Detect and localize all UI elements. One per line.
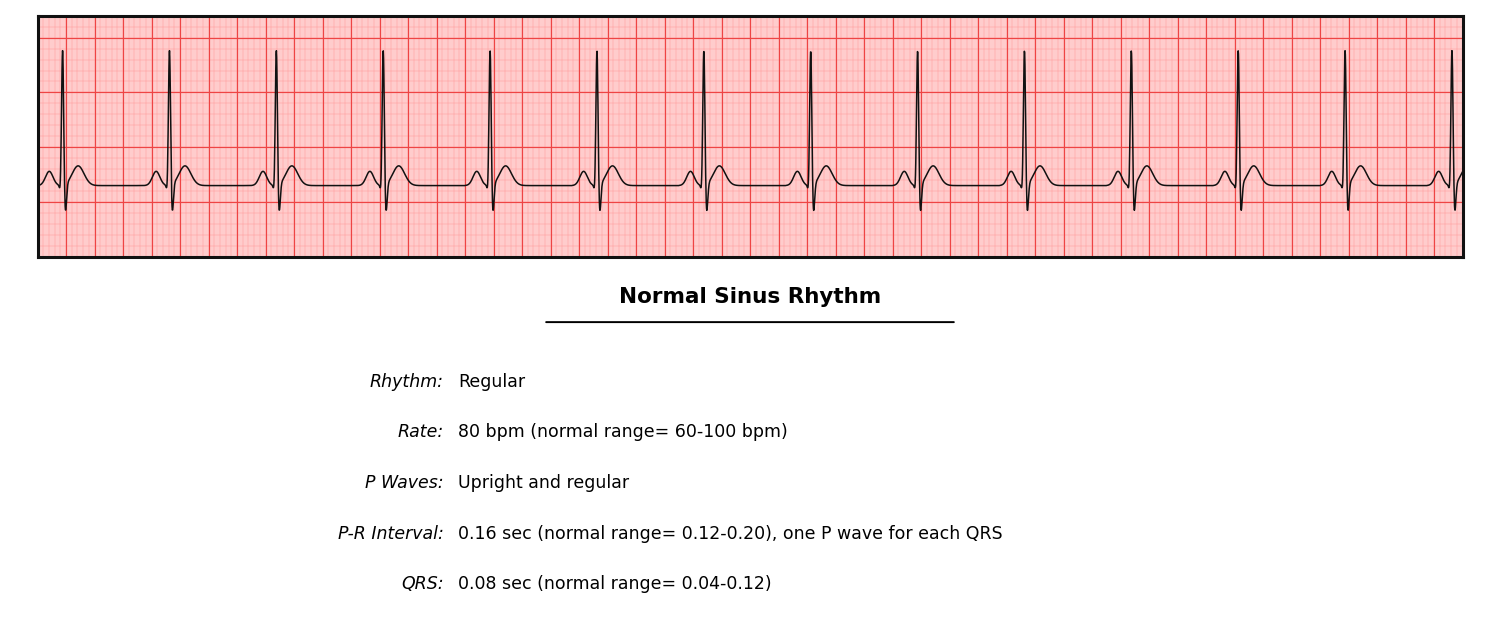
Text: Regular: Regular	[458, 373, 525, 391]
Text: 0.16 sec (normal range= 0.12-0.20), one P wave for each QRS: 0.16 sec (normal range= 0.12-0.20), one …	[458, 525, 1002, 542]
Text: QRS:: QRS:	[400, 575, 444, 593]
Text: Rhythm:: Rhythm:	[369, 373, 444, 391]
Text: Rate:: Rate:	[398, 423, 444, 442]
Text: 0.08 sec (normal range= 0.04-0.12): 0.08 sec (normal range= 0.04-0.12)	[458, 575, 771, 593]
Text: P Waves:: P Waves:	[364, 474, 444, 492]
Text: Normal Sinus Rhythm: Normal Sinus Rhythm	[620, 287, 880, 307]
Text: 80 bpm (normal range= 60-100 bpm): 80 bpm (normal range= 60-100 bpm)	[458, 423, 788, 442]
Text: Upright and regular: Upright and regular	[458, 474, 628, 492]
Text: P-R Interval:: P-R Interval:	[338, 525, 444, 542]
